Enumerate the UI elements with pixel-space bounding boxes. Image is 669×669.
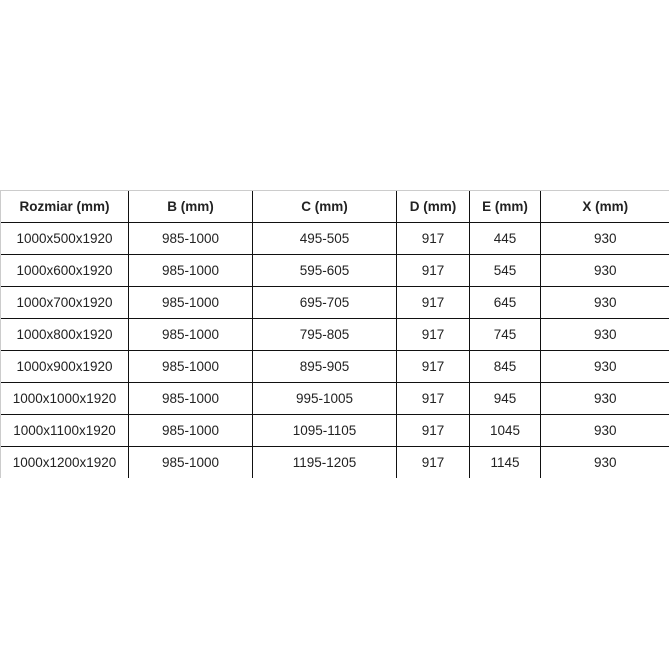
cell-e: 745 <box>469 318 541 351</box>
table-row: 1000x1000x1920 985-1000 995-1005 917 945 930 <box>0 382 669 415</box>
cell-x: 930 <box>540 382 669 415</box>
cell-x: 930 <box>540 414 669 447</box>
cell-c: 495-505 <box>252 222 397 255</box>
cell-e: 845 <box>469 350 541 383</box>
cell-e: 645 <box>469 286 541 319</box>
cell-d: 917 <box>396 382 470 415</box>
cell-b: 985-1000 <box>128 382 253 415</box>
cell-size: 1000x1000x1920 <box>0 382 129 415</box>
cell-d: 917 <box>396 222 470 255</box>
cell-x: 930 <box>540 318 669 351</box>
table-row: 1000x1200x1920 985-1000 1195-1205 917 1145 93… <box>0 446 669 478</box>
cell-d: 917 <box>396 350 470 383</box>
cell-b: 985-1000 <box>128 286 253 319</box>
header-size: Rozmiar (mm) <box>0 190 129 223</box>
header-row: Rozmiar (mm) B (mm) C (mm) D (mm) E (mm) X (m… <box>0 190 669 223</box>
cell-x: 930 <box>540 350 669 383</box>
dimensions-table: Rozmiar (mm) B (mm) C (mm) D (mm) E (mm) X (m… <box>0 190 669 478</box>
cell-size: 1000x1100x1920 <box>0 414 129 447</box>
table-row: 1000x600x1920 985-1000 595-605 917 545 930 <box>0 254 669 287</box>
cell-b: 985-1000 <box>128 414 253 447</box>
cell-x: 930 <box>540 222 669 255</box>
cell-e: 1145 <box>469 446 541 478</box>
cell-b: 985-1000 <box>128 254 253 287</box>
cell-x: 930 <box>540 446 669 478</box>
cell-size: 1000x1200x1920 <box>0 446 129 478</box>
cell-size: 1000x900x1920 <box>0 350 129 383</box>
table-row: 1000x500x1920 985-1000 495-505 917 445 930 <box>0 222 669 255</box>
cell-b: 985-1000 <box>128 446 253 478</box>
table-row: 1000x900x1920 985-1000 895-905 917 845 930 <box>0 350 669 383</box>
cell-d: 917 <box>396 286 470 319</box>
table-row: 1000x700x1920 985-1000 695-705 917 645 930 <box>0 286 669 319</box>
cell-d: 917 <box>396 446 470 478</box>
cell-size: 1000x800x1920 <box>0 318 129 351</box>
cell-c: 995-1005 <box>252 382 397 415</box>
cell-e: 545 <box>469 254 541 287</box>
header-x: X (mm) <box>540 190 669 223</box>
cell-d: 917 <box>396 254 470 287</box>
table-row: 1000x800x1920 985-1000 795-805 917 745 930 <box>0 318 669 351</box>
cell-c: 695-705 <box>252 286 397 319</box>
cell-c: 1195-1205 <box>252 446 397 478</box>
header-c: C (mm) <box>252 190 397 223</box>
header-e: E (mm) <box>469 190 541 223</box>
table-row: 1000x1100x1920 985-1000 1095-1105 917 1045 93… <box>0 414 669 447</box>
cell-b: 985-1000 <box>128 222 253 255</box>
cell-c: 795-805 <box>252 318 397 351</box>
cell-d: 917 <box>396 318 470 351</box>
cell-size: 1000x600x1920 <box>0 254 129 287</box>
cell-b: 985-1000 <box>128 350 253 383</box>
cell-c: 895-905 <box>252 350 397 383</box>
cell-x: 930 <box>540 254 669 287</box>
cell-b: 985-1000 <box>128 318 253 351</box>
header-d: D (mm) <box>396 190 470 223</box>
cell-e: 445 <box>469 222 541 255</box>
header-b: B (mm) <box>128 190 253 223</box>
cell-size: 1000x500x1920 <box>0 222 129 255</box>
cell-c: 595-605 <box>252 254 397 287</box>
cell-x: 930 <box>540 286 669 319</box>
cell-e: 945 <box>469 382 541 415</box>
cell-c: 1095-1105 <box>252 414 397 447</box>
cell-e: 1045 <box>469 414 541 447</box>
cell-size: 1000x700x1920 <box>0 286 129 319</box>
cell-d: 917 <box>396 414 470 447</box>
